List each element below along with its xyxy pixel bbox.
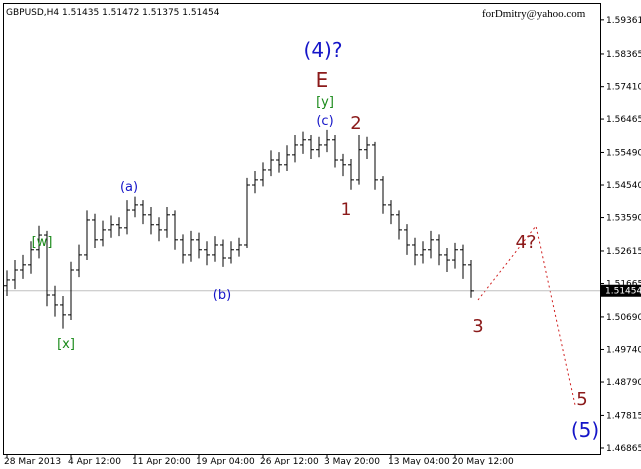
y-tick-label: 1.51665 (606, 280, 641, 290)
x-tick-label: 19 Apr 04:00 (196, 457, 255, 465)
y-tick-label: 1.58365 (606, 50, 641, 60)
y-tick-label: 1.57410 (606, 83, 641, 93)
wave-label: (a) (120, 180, 138, 195)
y-tick-label: 1.54540 (606, 181, 641, 191)
wave-label: 2 (350, 113, 361, 134)
wave-label: (b) (213, 288, 231, 303)
y-tick-label: 1.46865 (606, 444, 641, 454)
wave-label: [y] (316, 95, 334, 110)
y-tick-label: 1.56465 (606, 115, 641, 125)
y-tick-label: 1.55490 (606, 148, 641, 158)
x-tick-label: 11 Apr 20:00 (132, 457, 191, 465)
wave-label: 4? (515, 232, 536, 253)
wave-label: (4)? (304, 38, 343, 62)
wave-label: E (316, 68, 329, 92)
last-price-box (601, 284, 641, 297)
wave-label: (c) (316, 114, 333, 129)
chart-title: GBPUSD,H4 1.51435 1.51472 1.51375 1.5145… (6, 8, 220, 18)
x-tick-label: 28 Mar 2013 (4, 457, 61, 465)
x-tick-label: 26 Apr 12:00 (260, 457, 319, 465)
last-price-label: 1.51454 (605, 287, 641, 297)
wave-label: [x] (57, 337, 75, 352)
wave-label: 3 (472, 316, 483, 337)
wave-label: (5) (571, 418, 599, 442)
wave-label: [w] (32, 235, 53, 250)
watermark: forDmitry@yahoo.com (482, 8, 586, 20)
y-tick-label: 1.52615 (606, 247, 641, 257)
y-tick-label: 1.53590 (606, 214, 641, 224)
forecast-path (477, 224, 576, 406)
plot-frame (3, 3, 601, 455)
wave-label: 5 (576, 389, 587, 410)
x-tick-label: 20 May 12:00 (452, 457, 514, 465)
y-tick-label: 1.50690 (606, 313, 641, 323)
wave-label: 1 (341, 200, 352, 220)
x-tick-label: 3 May 20:00 (324, 457, 380, 465)
y-tick-label: 1.59361 (606, 16, 641, 26)
x-tick-label: 4 Apr 12:00 (68, 457, 121, 465)
y-tick-label: 1.48790 (606, 378, 641, 388)
y-tick-label: 1.49740 (606, 345, 641, 355)
y-tick-label: 1.47815 (606, 411, 641, 421)
x-tick-label: 13 May 04:00 (388, 457, 450, 465)
